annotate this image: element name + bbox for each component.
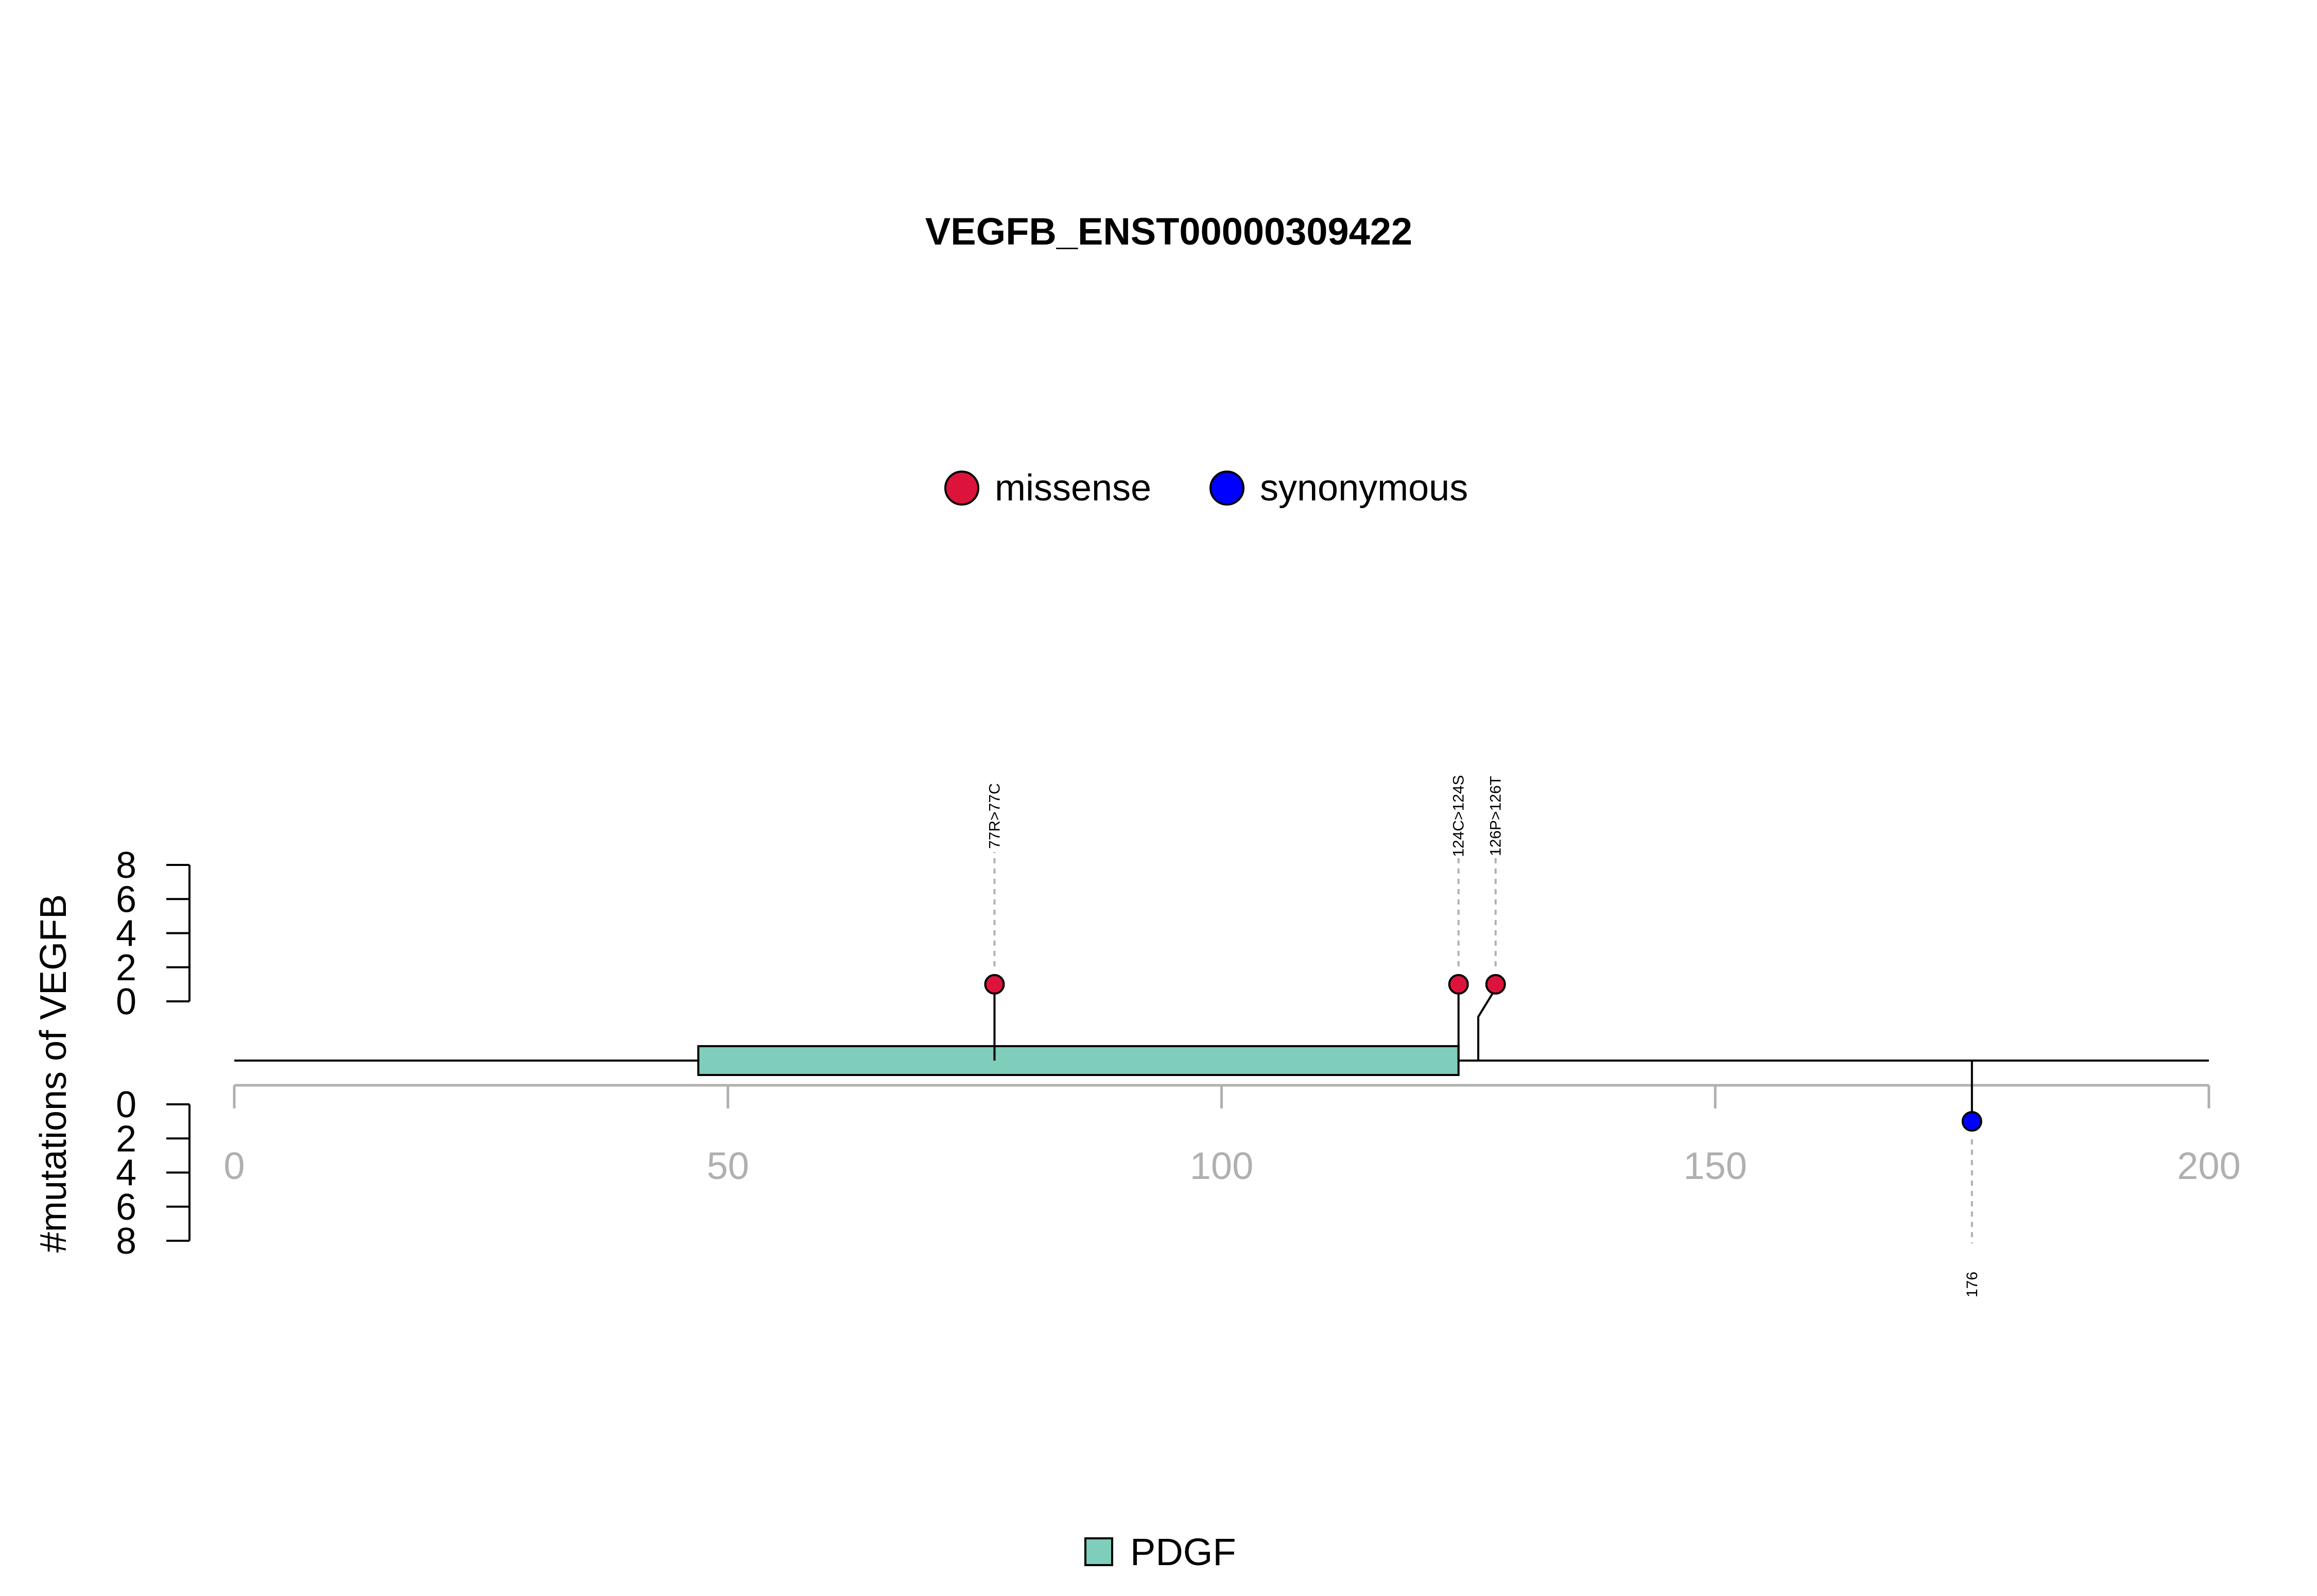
legend-domain-PDGF-swatch	[1084, 1537, 1113, 1566]
x-tick-label: 200	[2177, 1144, 2240, 1187]
x-axis: 0 50 100 150 200	[223, 1084, 2241, 1187]
x-tick-label: 100	[1190, 1144, 1253, 1187]
lollipop-label: 126P>126T	[1488, 776, 1505, 856]
legend-missense-label: missense	[995, 467, 1151, 509]
legend-synonymous-marker	[1209, 471, 1244, 506]
lollipop-label: 124C>124S	[1450, 775, 1467, 857]
lollipop-head-synonymous	[1961, 1111, 1982, 1132]
lollipop-stem	[1477, 984, 1497, 1061]
lollipop-label: 77R>77C	[986, 783, 1003, 849]
protein-backbone	[234, 1045, 2209, 1076]
domain-legend: PDGF	[1084, 1531, 1236, 1573]
top-y-tick-label: 6	[116, 879, 136, 920]
bottom-y-tick-label: 4	[116, 1153, 136, 1194]
x-tick-label: 150	[1684, 1144, 1747, 1187]
lollipop-126P>126T: 126P>126T	[1477, 776, 1506, 1061]
mutation-legend: missense synonymous	[944, 467, 1468, 509]
lollipop-124C>124S: 124C>124S	[1448, 775, 1469, 1061]
lollipop-head-missense	[984, 974, 1005, 995]
chart-title: VEGFB_ENST00000309422	[925, 210, 1412, 253]
legend-missense-marker	[944, 471, 979, 506]
lollipop-176: 176	[1961, 1061, 1982, 1297]
domain-PDGF	[697, 1045, 1460, 1076]
bottom-y-tick-label: 8	[116, 1221, 136, 1262]
bottom-y-tick-label: 2	[116, 1118, 136, 1159]
x-tick-label: 0	[223, 1144, 245, 1187]
lollipop-77R>77C: 77R>77C	[984, 783, 1005, 1061]
bottom-y-tick-label: 0	[116, 1084, 136, 1125]
lollipop-label: 176	[1964, 1272, 1981, 1297]
y-axis-label: #mutations of VEGFB	[33, 894, 74, 1253]
top-y-tick-label: 8	[116, 845, 136, 886]
lollipop-head-missense	[1448, 974, 1469, 995]
top-y-tick-label: 0	[116, 981, 136, 1022]
legend-domain-PDGF-label: PDGF	[1130, 1531, 1236, 1573]
top-y-tick-label: 4	[116, 913, 136, 955]
x-tick-label: 50	[707, 1144, 749, 1187]
top-y-tick-label: 2	[116, 947, 136, 988]
lollipop-head-missense	[1485, 974, 1506, 995]
bottom-y-tick-label: 6	[116, 1187, 136, 1228]
legend-synonymous-label: synonymous	[1260, 467, 1468, 509]
mutation-lollipops: 77R>77C 124C>124S 126P>126T 176	[984, 775, 1982, 1297]
